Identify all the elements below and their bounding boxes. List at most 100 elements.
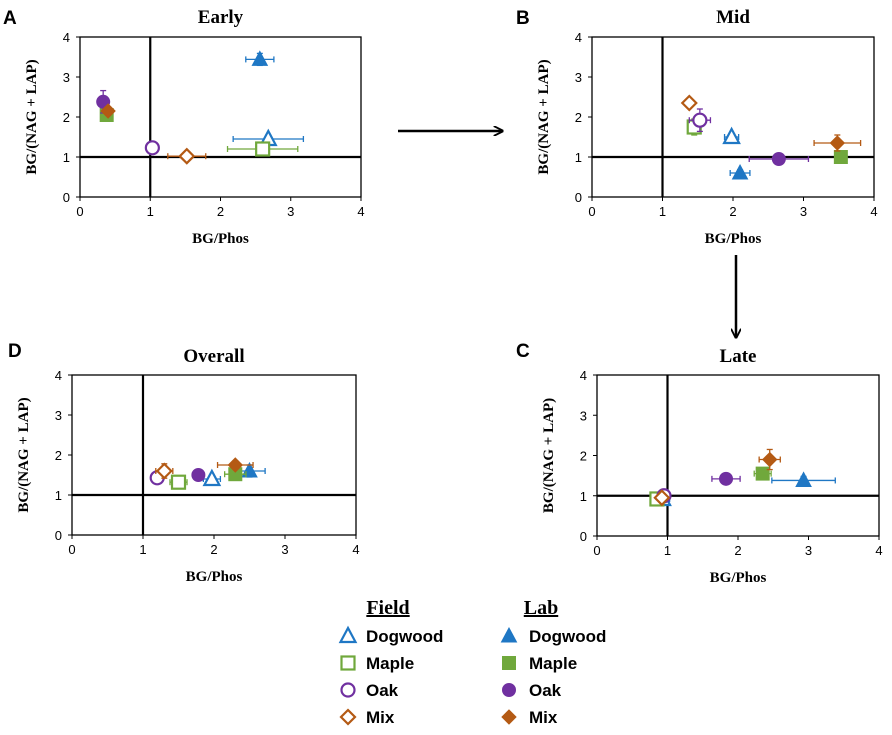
y-tick-label: 1 (63, 150, 70, 165)
data-point-mid-lab-dogwood (729, 163, 751, 180)
plot-area-late (596, 374, 880, 537)
marker-late-lab-dogwood (795, 471, 812, 487)
data-point-overall-field-mix (155, 462, 174, 480)
y-tick-label: 2 (575, 110, 582, 125)
legend-lab-oak-marker (502, 683, 516, 697)
y-tick-label: 4 (575, 30, 582, 45)
y-tick-label: 2 (55, 448, 62, 463)
marker-overall-lab-mix (227, 457, 244, 473)
panel-title-late: Late (720, 346, 757, 367)
data-point-early-lab-mix (100, 103, 116, 119)
legend-field-mix-label: Mix (366, 708, 395, 727)
x-tick-label: 0 (588, 204, 595, 219)
marker-overall-field-dogwood (202, 468, 222, 487)
marker-late-field-mix (653, 489, 671, 507)
marker-mid-lab-mix (829, 135, 846, 151)
marker-mid-lab-maple (833, 150, 848, 164)
x-tick-label: 3 (281, 542, 288, 557)
x-tick-label: 1 (664, 543, 671, 558)
y-tick-label: 0 (63, 190, 70, 205)
x-tick-label: 3 (805, 543, 812, 558)
x-tick-label: 4 (357, 204, 364, 219)
y-tick-label: 3 (580, 408, 587, 423)
legend-field-maple-label: Maple (366, 654, 414, 673)
plot-area-overall (71, 374, 357, 536)
data-point-late-lab-dogwood (771, 471, 836, 487)
marker-overall-lab-oak (191, 468, 206, 482)
x-tick-label: 3 (287, 204, 294, 219)
x-axis-title-mid: BG/Phos (705, 231, 762, 247)
data-point-mid-field-mix (680, 94, 698, 112)
marker-mid-field-dogwood (722, 126, 741, 145)
marker-late-lab-maple (755, 466, 770, 481)
y-axis-title-mid: BG/(NAG + LAP) (536, 59, 552, 174)
marker-early-lab-mix (100, 103, 116, 119)
marker-overall-field-maple (170, 474, 187, 490)
x-tick-label: 4 (870, 204, 877, 219)
y-tick-label: 2 (63, 110, 70, 125)
y-tick-label: 3 (63, 70, 70, 85)
x-tick-label: 2 (210, 542, 217, 557)
marker-early-field-mix (178, 147, 196, 165)
marker-mid-lab-dogwood (731, 163, 749, 180)
legend-field-mix-marker (339, 708, 357, 726)
panel-letter-mid: B (516, 8, 530, 29)
x-axis-title-overall: BG/Phos (186, 569, 243, 585)
x-tick-label: 2 (729, 204, 736, 219)
panel-early: A Early 0 1 2 3 4 0 1 2 3 4 BG/Phos BG/(NAG + LAP) (3, 7, 365, 247)
legend-lab-header: Lab (524, 597, 558, 619)
marker-late-lab-oak (719, 471, 734, 486)
y-tick-label: 4 (580, 368, 587, 383)
legend-field-oak-label: Oak (366, 681, 399, 700)
data-point-late-lab-maple (753, 466, 772, 481)
x-axis-title-early: BG/Phos (192, 231, 249, 247)
x-tick-label: 4 (352, 542, 359, 557)
marker-late-lab-mix (762, 451, 778, 468)
data-point-late-field-mix (653, 489, 671, 507)
y-tick-label: 2 (580, 449, 587, 464)
data-point-overall-lab-oak (191, 468, 206, 482)
x-tick-label: 4 (875, 543, 882, 558)
data-point-early-lab-dogwood (245, 50, 275, 67)
legend-field-maple-marker (340, 655, 356, 671)
x-tick-label: 0 (76, 204, 83, 219)
x-axis-title-late: BG/Phos (710, 570, 767, 586)
legend-field-oak-marker (340, 682, 356, 698)
y-axis-title-overall: BG/(NAG + LAP) (16, 397, 32, 512)
legend-field-header: Field (366, 597, 409, 619)
panel-letter-overall: D (8, 341, 22, 362)
legend: Field Lab Dogwood Dogwood Maple Maple Oak Oak… (338, 597, 606, 727)
data-point-late-lab-mix (758, 448, 781, 471)
y-tick-label: 1 (575, 150, 582, 165)
y-tick-label: 1 (55, 488, 62, 503)
legend-lab-maple-label: Maple (529, 654, 577, 673)
x-tick-label: 1 (147, 204, 154, 219)
legend-lab-mix-label: Mix (529, 708, 558, 727)
y-tick-label: 4 (55, 368, 62, 383)
legend-lab-maple-marker (502, 656, 516, 670)
x-tick-label: 1 (659, 204, 666, 219)
legend-lab-dogwood-marker (500, 626, 518, 643)
panel-title-overall: Overall (183, 346, 244, 367)
legend-lab-mix-marker (501, 709, 517, 725)
data-point-mid-lab-oak (748, 152, 810, 166)
marker-overall-field-mix (155, 462, 173, 480)
y-tick-label: 0 (580, 529, 587, 544)
y-axis-title-late: BG/(NAG + LAP) (541, 398, 557, 513)
y-tick-label: 0 (55, 528, 62, 543)
data-point-early-field-maple (226, 141, 299, 157)
data-point-overall-field-maple (169, 474, 188, 490)
x-tick-label: 2 (217, 204, 224, 219)
panel-letter-early: A (3, 8, 17, 29)
y-tick-label: 3 (55, 408, 62, 423)
panel-overall: D Overall 0 1 2 3 4 0 1 2 3 4 BG/Phos BG/(NAG + LAP) (8, 341, 360, 585)
data-point-early-field-mix (167, 147, 207, 165)
data-point-late-lab-oak (711, 471, 741, 486)
y-tick-label: 4 (63, 30, 70, 45)
x-tick-label: 3 (800, 204, 807, 219)
y-axis-title-early: BG/(NAG + LAP) (24, 59, 40, 174)
marker-early-field-maple (255, 141, 271, 157)
data-point-mid-lab-maple (833, 150, 848, 164)
panel-late: C Late 0 1 2 3 4 0 1 2 3 4 BG/Phos BG/(NAG + LAP) (516, 341, 883, 586)
